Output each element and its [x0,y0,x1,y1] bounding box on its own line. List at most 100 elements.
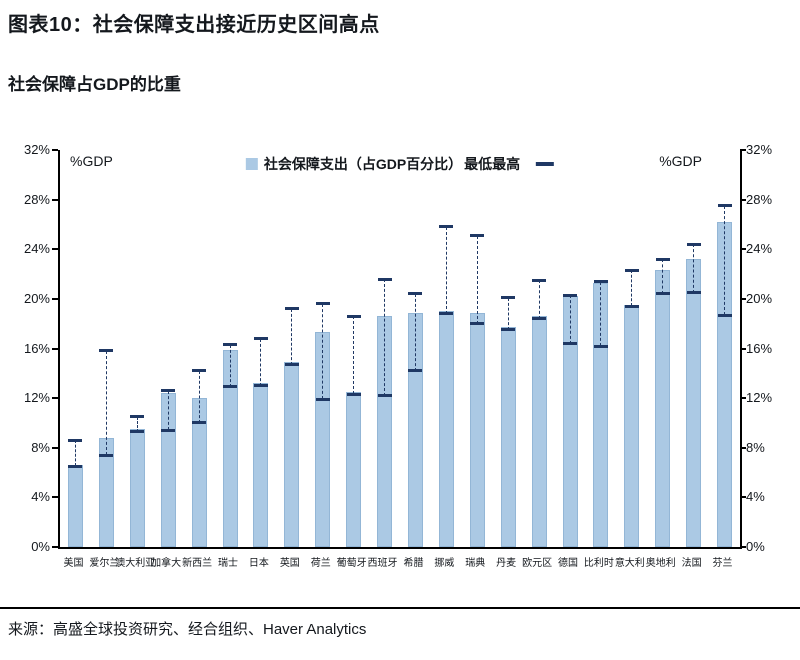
range-max-marker [315,302,330,306]
range-max-marker [253,337,268,341]
y-axis-tickmark-left [52,149,58,151]
x-axis-category-label: 芬兰 [712,558,733,569]
range-whisker [74,440,76,467]
x-axis-category-label: 西班牙 [367,558,398,569]
x-axis-category-label: 丹麦 [496,558,517,569]
bar [655,270,671,547]
legend-range-label: 最低最高 [464,156,521,172]
range-whisker [538,280,540,319]
range-min-marker [68,464,83,468]
range-max-marker [439,225,454,229]
axis-unit-label-left: %GDP [70,153,113,169]
range-whisker [569,295,571,344]
range-min-marker [439,312,454,316]
range-max-marker [593,280,608,283]
y-axis-tickmark-left [52,297,58,300]
y-axis-tickmark-right [740,149,746,151]
source-note: 来源：高盛全球投资研究、经合组织、Haver Analytics [8,621,367,638]
x-axis-category-label: 日本 [248,558,269,569]
y-axis-tickmark-left [52,347,58,350]
range-min-marker [624,304,639,308]
x-axis-category-label: 英国 [279,558,300,569]
x-axis-category-label: 挪威 [434,558,455,569]
y-axis-tickmark-left [52,248,58,251]
range-min-marker [99,453,114,457]
range-whisker [662,259,664,294]
chart-legend: 社会保障支出（占GDP百分比） 最低最高 [245,154,555,174]
y-axis-tickmark-left [52,198,58,201]
bar [346,391,362,547]
range-max-marker [223,343,237,347]
range-max-marker [161,389,176,393]
range-min-marker [161,428,176,432]
x-axis-category-label: 比利时 [583,558,614,569]
y-axis-tick-label-right: 28% [746,191,773,207]
range-min-marker [686,291,701,295]
x-axis-category-label: 瑞士 [218,558,238,569]
y-axis-tick-label-right: 4% [746,489,765,505]
range-whisker [167,390,169,431]
x-axis-category-label: 爱尔兰 [89,558,120,569]
range-max-marker [655,257,670,261]
y-axis-tick-label-left: 4% [31,489,50,505]
range-whisker [414,293,416,371]
range-min-marker [717,313,732,317]
y-axis-tick-label-left: 0% [31,539,50,554]
y-axis-tick-label-right: 20% [746,290,773,306]
y-axis-tickmark-left [52,397,58,400]
range-min-marker [130,430,145,434]
y-axis-tick-label-right: 12% [746,390,773,406]
y-axis-tickmark-right [740,347,746,350]
range-max-marker [284,307,299,311]
range-max-marker [470,234,485,238]
x-axis-category-label: 美国 [63,558,84,569]
x-axis-category-label: 奥地利 [645,558,676,569]
y-axis-tick-label-left: 20% [23,290,50,306]
bar [284,362,300,547]
x-axis-category-label: 欧元区 [522,558,553,569]
range-min-marker [377,394,392,398]
y-axis-tickmark-left [52,496,58,499]
range-whisker [353,316,355,395]
y-axis-tickmark-right [740,297,746,300]
bar [469,312,485,547]
y-axis-tick-label-right: 16% [746,340,773,356]
range-min-marker [501,328,516,332]
range-max-marker [192,369,207,373]
bar [686,259,702,547]
range-max-marker [501,296,516,300]
y-axis-tickmark-right [740,446,746,449]
range-max-marker [377,277,392,281]
bar [253,383,269,547]
y-axis-tick-label-right: 24% [746,241,773,257]
range-whisker [693,244,695,293]
range-max-marker [563,293,577,297]
range-max-marker [130,415,145,419]
range-whisker [322,303,324,400]
y-axis-tickmark-right [740,496,746,499]
y-axis-tickmark-right [740,248,746,251]
legend-range-swatch [536,162,555,166]
y-axis-tick-label-left: 32% [23,142,50,157]
axis-unit-label-right: %GDP [659,153,702,169]
range-whisker [198,370,200,423]
bar [500,327,516,547]
y-axis-tick-label-left: 8% [31,439,50,455]
range-max-marker [68,438,83,442]
range-max-marker [99,349,114,353]
range-whisker [229,344,231,387]
range-whisker [445,226,447,314]
range-min-marker [192,421,207,425]
bar [438,311,454,547]
range-min-marker [346,392,361,396]
range-max-marker [686,242,701,246]
range-whisker [507,297,509,330]
range-whisker [384,279,386,396]
range-whisker [260,338,262,386]
y-axis-tickmark-left [52,446,58,449]
x-axis-category-label: 瑞典 [465,558,486,569]
y-axis-tickmark-right [740,397,746,400]
figure-subtitle: 社会保障占GDP的比重 [8,75,181,94]
x-axis-category-label: 澳大利亚 [115,558,156,569]
